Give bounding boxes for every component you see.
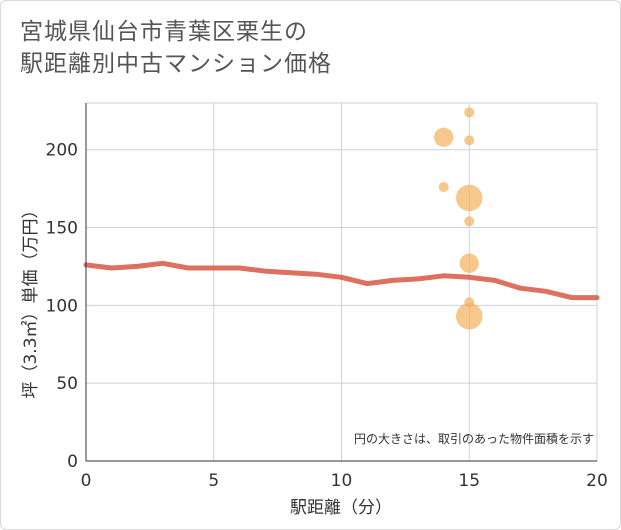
x-tick-label: 5 — [208, 471, 219, 491]
y-tick-label: 0 — [67, 452, 78, 472]
y-axis-label: 坪（3.3㎡）単価（万円） — [21, 201, 41, 398]
chart-title-line2: 駅距離別中古マンション価格 — [20, 51, 332, 77]
data-bubble — [434, 127, 454, 147]
bubble-series — [434, 107, 483, 330]
axes — [85, 103, 597, 462]
data-bubble — [459, 253, 479, 273]
grid — [85, 102, 598, 462]
y-tick-label: 200 — [46, 141, 78, 161]
trend-series — [83, 260, 600, 301]
data-bubble — [456, 184, 483, 212]
chart-title-line1: 宮城県仙台市青葉区栗生の — [20, 19, 308, 45]
data-bubble — [456, 302, 483, 330]
y-tick-label: 50 — [56, 374, 78, 394]
x-tick-label: 10 — [331, 471, 353, 491]
y-tick-label: 150 — [46, 219, 78, 239]
x-tick-label: 20 — [586, 471, 608, 491]
y-tick-label: 100 — [46, 296, 78, 316]
chart-title: 宮城県仙台市青葉区栗生の 駅距離別中古マンション価格 — [20, 16, 332, 80]
data-bubble — [464, 216, 475, 227]
trend-line — [83, 260, 600, 301]
data-bubble — [464, 135, 475, 146]
x-tick-label: 15 — [458, 471, 480, 491]
data-bubble — [464, 107, 475, 118]
tick-labels: 0 50 100 150 200 0 5 10 15 20 — [46, 141, 608, 491]
data-bubble — [438, 182, 449, 193]
x-tick-label: 0 — [81, 471, 92, 491]
size-legend-note: 円の大きさは、取引のあった物件面積を示す — [354, 431, 594, 446]
x-axis-label: 駅距離（分） — [290, 498, 392, 518]
